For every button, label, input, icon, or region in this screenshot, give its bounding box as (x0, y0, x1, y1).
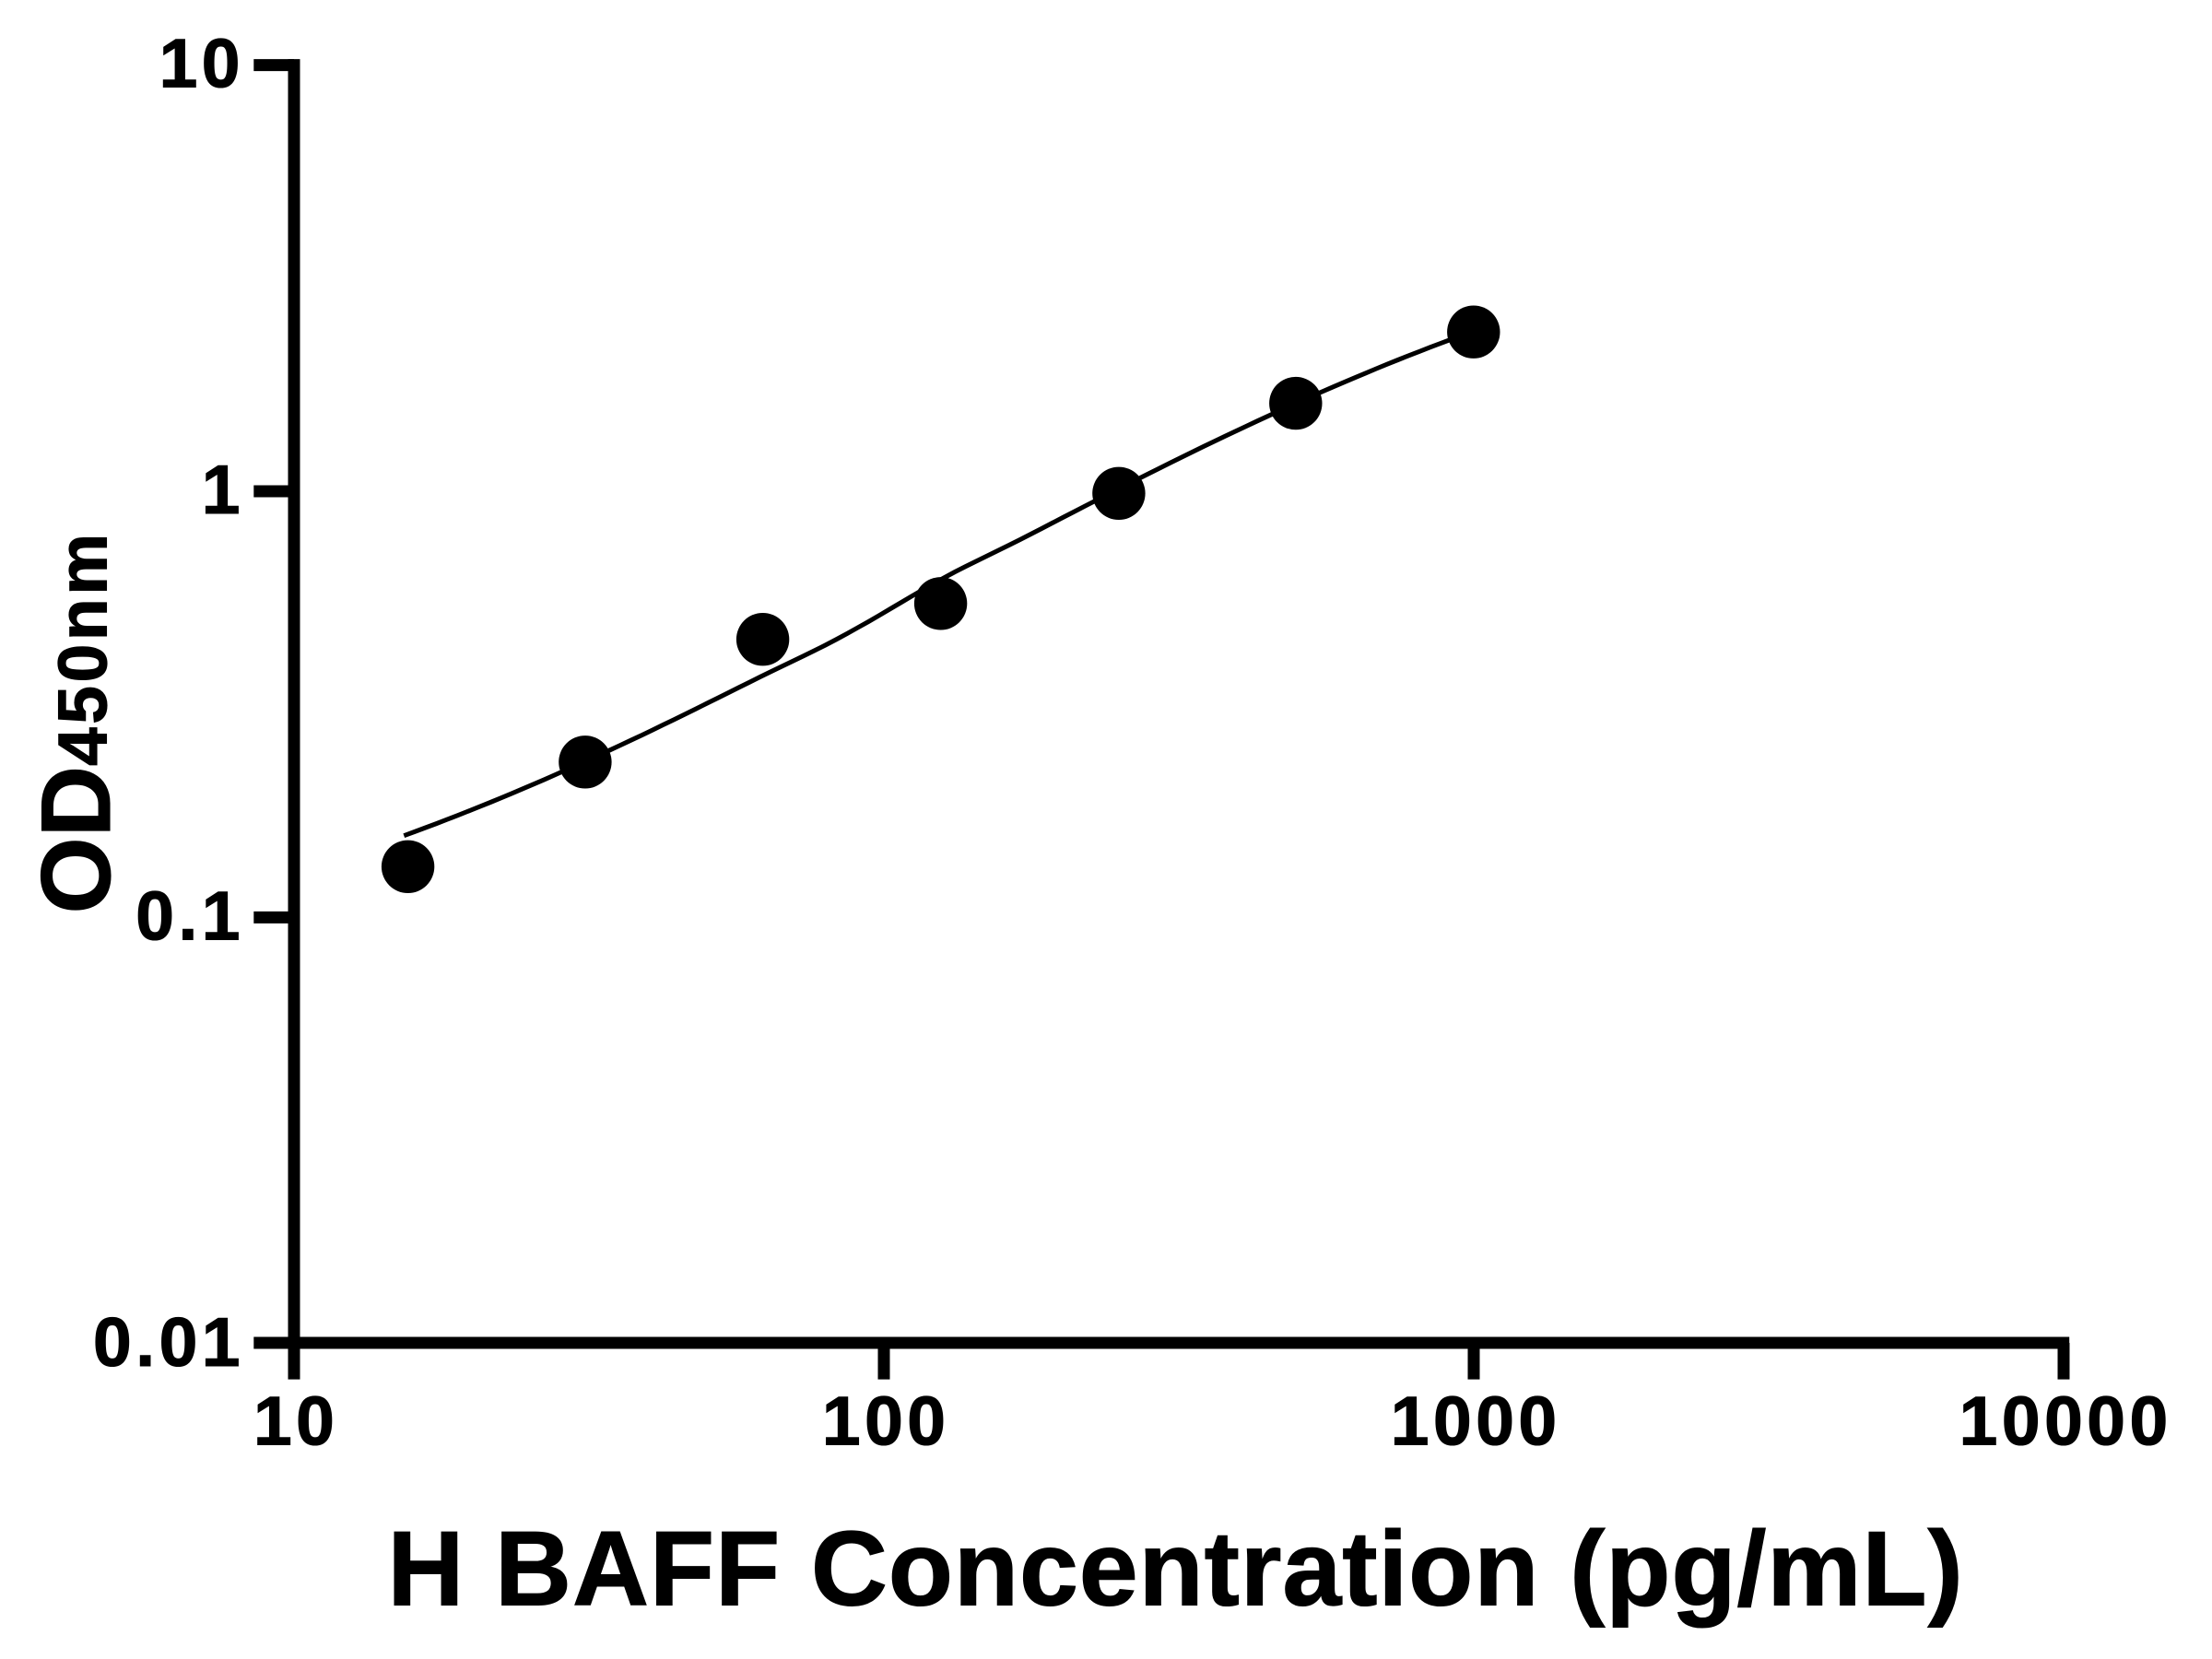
svg-text:H BAFF Concentration (pg/mL): H BAFF Concentration (pg/mL) (387, 1511, 1963, 1629)
svg-text:10: 10 (159, 25, 244, 102)
svg-text:100: 100 (822, 1382, 950, 1460)
svg-text:0.1: 0.1 (135, 877, 244, 954)
svg-text:1000: 1000 (1391, 1382, 1561, 1460)
svg-text:1: 1 (202, 451, 244, 528)
svg-text:0.01: 0.01 (93, 1303, 244, 1381)
svg-text:10000: 10000 (1959, 1382, 2172, 1460)
svg-text:10: 10 (253, 1382, 338, 1460)
